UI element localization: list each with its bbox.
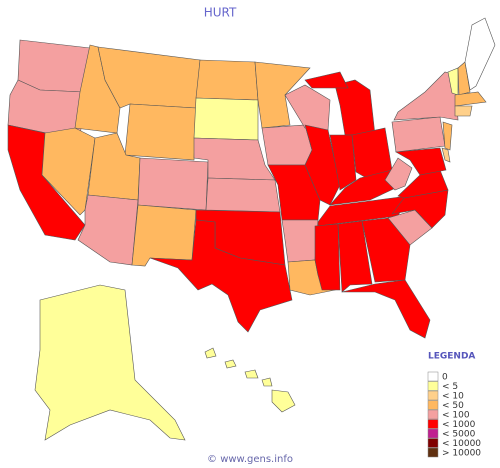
region (261, 124, 313, 166)
legend-label: > 10000 (442, 449, 481, 459)
legend-label: < 10 (442, 392, 464, 402)
region (395, 147, 447, 176)
legend-swatch (427, 390, 439, 401)
region (464, 17, 496, 91)
footer: © www.gens.info (207, 454, 293, 465)
region (341, 279, 431, 339)
legend-swatch (427, 400, 439, 410)
region (271, 389, 296, 413)
legend-label: < 5 (442, 382, 458, 392)
legend-label: < 100 (442, 411, 470, 421)
map-title: HURT (204, 6, 237, 20)
legend-swatch (427, 438, 439, 448)
region (34, 284, 186, 441)
region (284, 84, 331, 131)
legend-label: < 5000 (442, 430, 476, 440)
region (442, 121, 453, 151)
legend-title: LEGENDA (428, 352, 475, 362)
region (244, 369, 259, 379)
region (205, 177, 281, 213)
region (329, 134, 357, 191)
region (17, 39, 91, 93)
legend-swatch (427, 419, 439, 429)
region (304, 71, 349, 89)
region (77, 194, 139, 266)
region (254, 61, 311, 129)
region (337, 220, 373, 293)
region (397, 169, 449, 199)
region (384, 157, 413, 191)
region (393, 71, 459, 121)
region (131, 204, 197, 267)
region (124, 103, 197, 161)
region (454, 91, 487, 107)
region (193, 97, 259, 141)
legend-swatch (427, 447, 439, 458)
legend-swatch (427, 428, 439, 439)
legend-label: < 10000 (442, 439, 481, 449)
region (281, 219, 319, 263)
region (195, 59, 259, 101)
region (149, 219, 293, 333)
region (224, 359, 237, 369)
legend-swatch (427, 409, 439, 420)
region (137, 157, 209, 211)
region (361, 217, 411, 283)
region (261, 377, 273, 387)
region (304, 124, 341, 206)
region (457, 61, 471, 96)
region (454, 105, 473, 117)
legend-label: 0 (442, 373, 448, 383)
region (441, 147, 451, 163)
region (391, 116, 446, 153)
legend-label: < 50 (442, 401, 464, 411)
legend-swatch (427, 381, 439, 391)
legend-swatch (427, 371, 439, 382)
legend-label: < 1000 (442, 420, 476, 430)
region (204, 347, 217, 359)
